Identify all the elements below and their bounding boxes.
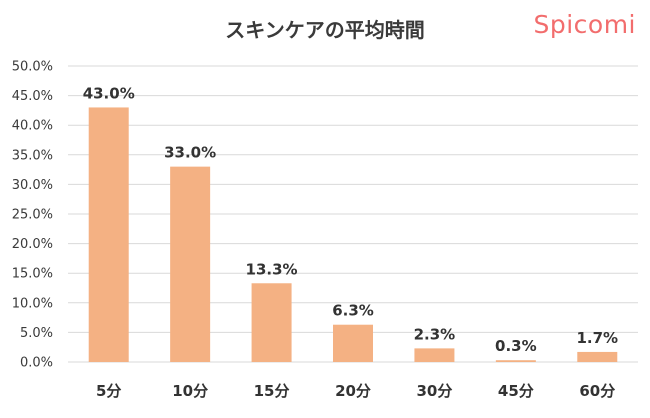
- bar: [333, 324, 373, 362]
- brand-logo: Spicomi: [533, 10, 636, 39]
- y-tick-label: 0.0%: [20, 356, 53, 371]
- y-tick-label: 45.0%: [12, 89, 53, 104]
- bar: [170, 166, 211, 362]
- y-tick-label: 25.0%: [12, 208, 53, 223]
- x-tick-label: 10分: [172, 382, 208, 400]
- y-tick-label: 20.0%: [12, 237, 53, 252]
- data-label: 33.0%: [164, 144, 216, 162]
- x-tick-label: 45分: [498, 382, 534, 400]
- x-tick-label: 20分: [335, 382, 371, 400]
- data-label: 43.0%: [83, 84, 135, 102]
- bar: [495, 360, 536, 362]
- bar: [88, 107, 129, 362]
- y-tick-label: 30.0%: [12, 178, 53, 193]
- bar: [414, 348, 455, 362]
- y-tick-label: 35.0%: [12, 148, 53, 163]
- x-tick-label: 30分: [416, 382, 452, 400]
- x-tick-label: 5分: [96, 382, 121, 400]
- data-label: 6.3%: [332, 302, 374, 320]
- data-label: 0.3%: [495, 337, 537, 355]
- data-label: 1.7%: [576, 329, 618, 347]
- y-tick-label: 10.0%: [12, 296, 53, 311]
- y-tick-label: 5.0%: [20, 326, 53, 341]
- x-tick-label: 60分: [579, 382, 615, 400]
- data-label: 13.3%: [246, 260, 298, 278]
- chart-title: スキンケアの平均時間: [225, 18, 425, 42]
- y-tick-label: 50.0%: [12, 60, 53, 75]
- data-label: 2.3%: [414, 325, 456, 343]
- x-tick-label: 15分: [254, 382, 290, 400]
- y-tick-label: 40.0%: [12, 119, 53, 134]
- bar: [577, 351, 618, 362]
- y-tick-label: 15.0%: [12, 267, 53, 282]
- bar: [251, 283, 292, 362]
